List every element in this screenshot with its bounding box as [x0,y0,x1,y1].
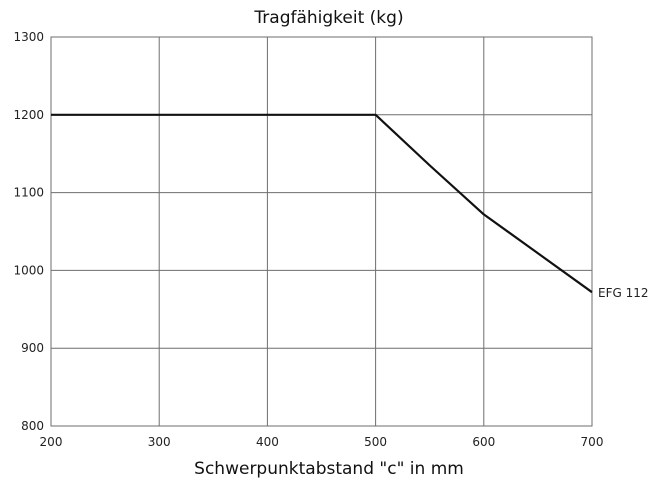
x-tick-label: 400 [256,435,279,449]
y-tick-label: 1300 [13,30,44,44]
series-line-0 [51,113,593,294]
series-layer: EFG 112 [51,113,649,300]
plot-frame [50,36,593,427]
x-tick-label: 600 [472,435,495,449]
y-axis-ticks: 800 900 1000 1100 1200 1300 [13,30,44,433]
chart-title: Tragfähigkeit (kg) [253,8,403,28]
series-label: EFG 112 [598,286,649,300]
grid [50,36,593,427]
x-tick-label: 200 [40,435,63,449]
y-tick-label: 1100 [13,186,44,200]
x-tick-label: 500 [364,435,387,449]
y-tick-label: 900 [21,341,44,355]
x-tick-label: 300 [148,435,171,449]
x-axis-label: Schwerpunktabstand "c" in mm [194,459,464,479]
x-axis-ticks: 200 300 400 500 600 700 [40,435,604,449]
y-tick-label: 1200 [13,108,44,122]
x-tick-label: 700 [581,435,604,449]
y-tick-label: 800 [21,419,44,433]
y-tick-label: 1000 [13,263,44,277]
